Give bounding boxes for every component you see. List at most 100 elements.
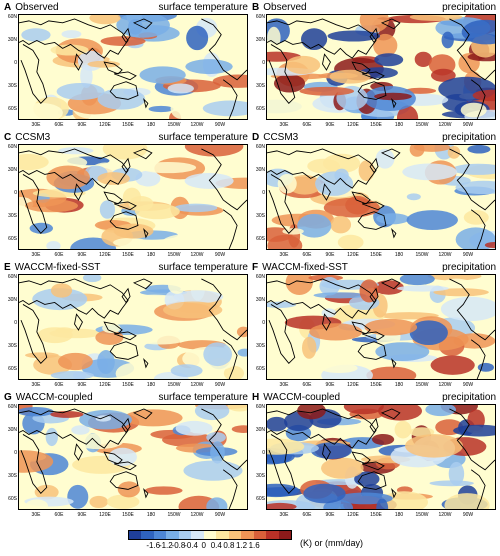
coastline [369,287,379,304]
panel-letter: A [4,2,12,13]
colorbar-swatch [203,531,217,539]
lon-label: 90E [77,382,87,388]
lon-label: 60E [302,382,312,388]
lon-label: 150W [415,512,429,518]
lat-label: 30S [8,213,17,219]
colorbar-tick: 1.2 [235,541,248,550]
anomaly-patch [167,276,187,294]
lon-label: 90W [214,382,226,388]
anomaly-patch [321,457,364,479]
colorbar-swatch [228,531,242,539]
anomaly-patch [366,366,417,379]
coastline [267,148,377,189]
coastline [362,201,385,211]
coastline [268,174,296,234]
coastline [19,148,129,189]
lon-label: 120W [190,252,204,258]
panel-model: WACCM-fixed-SST [14,262,101,273]
anomaly-patch [288,175,322,195]
lon-label: 30E [31,122,41,128]
lat-label: 30N [255,427,265,433]
lat-label: 30N [255,167,265,173]
coastline [357,471,387,490]
lon-label: 60E [54,512,64,518]
coastline [19,278,129,319]
anomaly-patch [267,438,305,455]
anomaly-patch [34,484,59,500]
anomaly-patch [29,222,54,234]
anomaly-patch [285,275,313,296]
panel-variable: precipitation [442,262,496,273]
lon-label: 120W [438,252,452,258]
colorbar-swatch [166,531,179,539]
lon-label: 90W [214,512,226,518]
anomaly-patch [113,223,154,239]
anomaly-patch [406,210,458,230]
lon-label: 90E [77,252,87,258]
coastline [268,304,296,364]
anomaly-patch [80,64,93,88]
map-field [266,14,496,120]
lon-label: 120W [190,512,204,518]
anomaly-patch [170,364,203,378]
lon-label: 150E [122,512,134,518]
anomaly-patch [451,163,495,175]
lon-label: 120W [190,122,204,128]
coastline [114,331,137,341]
anomaly-patch [102,145,148,160]
map-panel-b: B Observed precipitation 60N 30N 0 30S 60S 30E 60… [252,2,496,130]
map-field [266,404,496,510]
panel-header: A Observed surface temperature [4,2,248,14]
anomaly-patch [371,433,395,445]
panel-variable: surface temperature [158,132,249,143]
lon-label: 150W [415,122,429,128]
anomaly-patch [89,15,121,25]
anomaly-patch [448,461,465,486]
colorbar-swatch [266,531,279,539]
coastline [74,53,83,71]
coastline [109,471,139,490]
anomaly-patch [414,51,432,67]
map-field [266,274,496,380]
lon-label: 150W [167,122,181,128]
lat-label: 0 [262,450,265,456]
anomaly-patch [82,275,102,283]
lon-label: 120W [438,122,452,128]
coastline [380,18,401,30]
lon-label: 90W [214,252,226,258]
anomaly-patch [223,365,245,379]
anomaly-patch [236,326,247,338]
anomaly-patch [374,53,404,67]
coastline [114,461,137,471]
colorbar-tick: 0.4 [210,541,222,550]
colorbar-swatch [278,531,292,539]
lon-label: 90E [77,512,87,518]
coastline [201,18,247,81]
lon-label: 60E [302,122,312,128]
coastline [103,61,123,75]
coastline [357,81,387,100]
anomaly-patch [25,199,78,213]
coastline [322,53,331,71]
anomaly-patch [359,15,390,33]
colorbar-tick: -0.8 [171,541,186,550]
lon-label: 150E [122,122,134,128]
anomaly-patch [327,30,381,42]
lat-label: 30S [8,473,17,479]
panel-header: E WACCM-fixed-SST surface temperature [4,262,248,274]
anomaly-patch [50,283,73,298]
map-field [18,404,248,510]
panel-model: Observed [263,2,307,13]
lon-label: 120E [99,382,111,388]
anomaly-patch [441,278,472,291]
anomaly-patch [19,103,63,119]
coastline [109,341,139,360]
coastline [109,81,139,100]
anomaly-patch [477,362,495,372]
lon-label: 150W [167,512,181,518]
coastline [391,357,397,369]
anomaly-patch [343,405,384,415]
anomaly-patch [463,210,489,225]
anomaly-patch [345,196,371,215]
anomaly-patch [375,148,395,169]
